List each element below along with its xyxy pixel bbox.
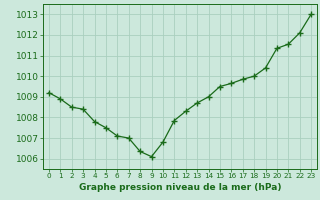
X-axis label: Graphe pression niveau de la mer (hPa): Graphe pression niveau de la mer (hPa)	[79, 183, 281, 192]
